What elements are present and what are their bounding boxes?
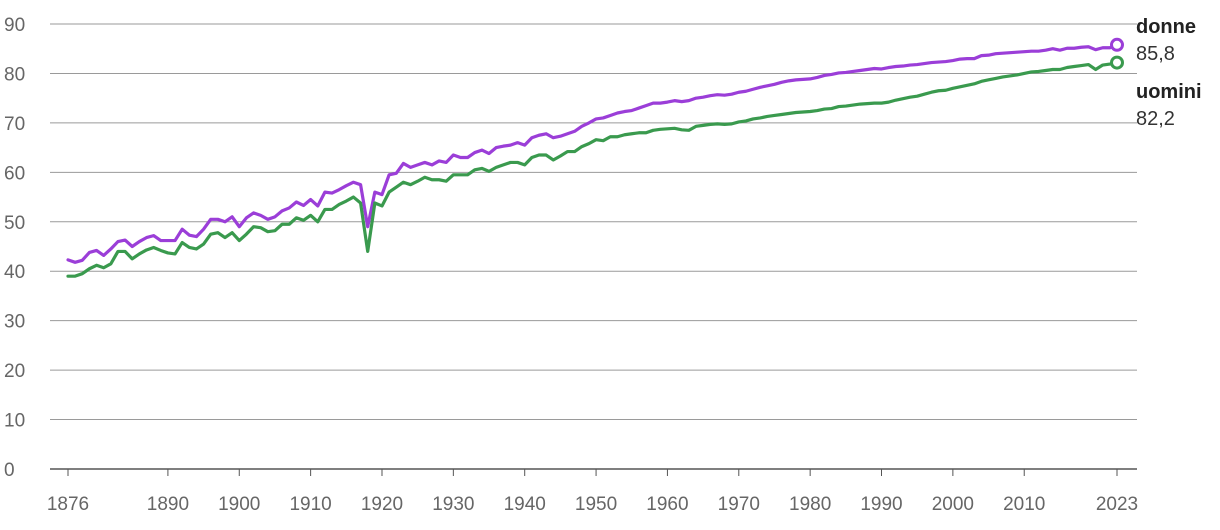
y-tick-label-80: 80 <box>4 64 25 85</box>
x-tick-label-1890: 1890 <box>147 494 189 515</box>
x-axis: 1876 1890 1900 1910 1920 1930 1940 1950 1960 1970… <box>47 469 1138 515</box>
series-end-labels: donne 85,8 uomini 82,2 <box>1110 16 1202 130</box>
y-tick-label-0: 0 <box>4 460 15 481</box>
x-tick-label-1980: 1980 <box>789 494 831 515</box>
y-tick-label-40: 40 <box>4 262 25 283</box>
series-end-marker-donne <box>1110 37 1124 52</box>
series-value-label-uomini: 82,2 <box>1136 108 1175 130</box>
grid-lines <box>50 23 1137 470</box>
y-tick-label-20: 20 <box>4 361 25 382</box>
series-value-label-donne: 85,8 <box>1136 43 1175 65</box>
x-tick-label-1910: 1910 <box>289 494 331 515</box>
series-end-marker-uomini <box>1110 55 1124 70</box>
x-tick-label-1960: 1960 <box>646 494 688 515</box>
x-tick-label-1970: 1970 <box>718 494 760 515</box>
x-tick-label-2010: 2010 <box>1003 494 1045 515</box>
y-tick-label-50: 50 <box>4 213 25 234</box>
x-tick-label-1900: 1900 <box>218 494 260 515</box>
x-tick-label-1920: 1920 <box>361 494 403 515</box>
y-tick-label-70: 70 <box>4 114 25 135</box>
x-tick-label-1940: 1940 <box>504 494 546 515</box>
x-tick-label-2000: 2000 <box>932 494 974 515</box>
x-tick-label-2023: 2023 <box>1096 494 1138 515</box>
y-axis-tick-labels: 0 10 20 30 40 50 60 70 80 90 <box>4 15 25 481</box>
x-tick-label-1876: 1876 <box>47 494 89 515</box>
y-tick-label-30: 30 <box>4 312 25 333</box>
series-lines <box>66 43 1119 278</box>
series-name-label-donne: donne <box>1136 16 1196 38</box>
y-tick-label-10: 10 <box>4 411 25 432</box>
y-tick-label-60: 60 <box>4 163 25 184</box>
x-tick-label-1990: 1990 <box>860 494 902 515</box>
series-line-uomini <box>66 60 1119 278</box>
series-line-donne <box>66 43 1119 264</box>
y-tick-label-90: 90 <box>4 15 25 36</box>
x-tick-label-1930: 1930 <box>432 494 474 515</box>
series-name-label-uomini: uomini <box>1136 81 1202 103</box>
x-tick-label-1950: 1950 <box>575 494 617 515</box>
